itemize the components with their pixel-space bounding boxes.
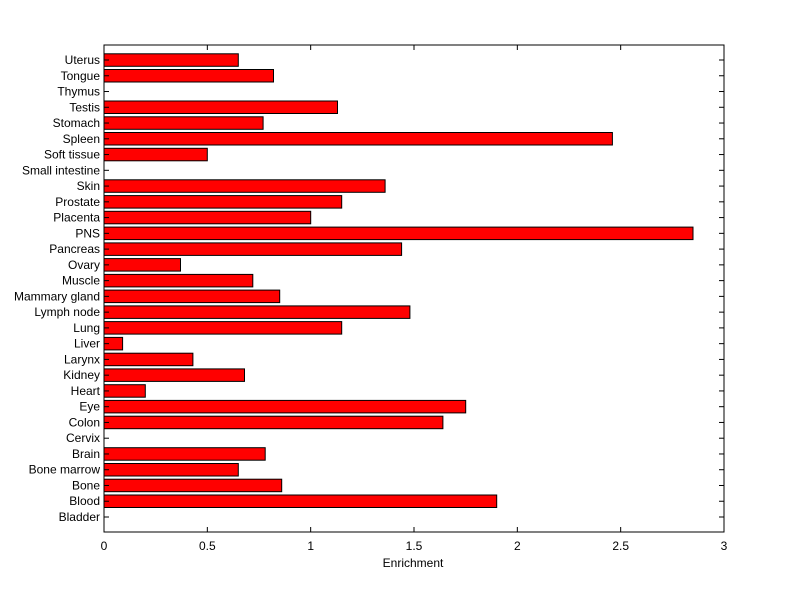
- bar-soft-tissue: [103, 147, 208, 162]
- y-tick-label: Cervix: [66, 431, 100, 445]
- bar-spleen: [103, 132, 613, 146]
- y-tick-label: Heart: [71, 384, 101, 398]
- bar-tongue: [103, 69, 274, 83]
- y-tick-label: Lymph node: [34, 305, 100, 319]
- bar-pns: [103, 226, 694, 241]
- bar-skin: [103, 179, 386, 193]
- y-tick-label: PNS: [75, 226, 100, 240]
- bar-blood: [103, 494, 498, 508]
- y-tick-label: Testis: [69, 100, 100, 114]
- x-axis: 0 0.5 1 1.5 2 2.5 3: [101, 45, 728, 553]
- y-tick-label: Soft tissue: [44, 148, 100, 162]
- bar-muscle: [103, 273, 254, 288]
- y-tick-label: Spleen: [63, 132, 100, 146]
- y-tick-label: Placenta: [53, 211, 100, 225]
- y-tick-label: Bone: [72, 478, 100, 492]
- x-tick-label: 1.5: [406, 539, 423, 553]
- bar-bone: [103, 478, 283, 493]
- y-tick-label: Prostate: [55, 195, 100, 209]
- bars-group: [103, 53, 694, 508]
- y-tick-label: Ovary: [68, 258, 100, 272]
- x-tick-label: 3: [721, 539, 728, 553]
- bar-testis: [103, 100, 338, 114]
- y-tick-label: Larynx: [64, 352, 100, 366]
- y-tick-label: Skin: [77, 179, 100, 193]
- x-tick-label: 0.5: [199, 539, 216, 553]
- x-tick-label: 2.5: [612, 539, 629, 553]
- bar-uterus: [103, 53, 239, 67]
- x-axis-label: Enrichment: [383, 556, 444, 570]
- y-tick-label: Muscle: [62, 274, 100, 288]
- y-tick-label: Eye: [79, 400, 100, 414]
- y-tick-label: Mammary gland: [14, 289, 100, 303]
- y-tick-label: Thymus: [57, 85, 100, 99]
- y-tick-label: Pancreas: [49, 242, 100, 256]
- bar-colon: [103, 415, 444, 430]
- y-tick-label: Stomach: [53, 116, 100, 130]
- x-tick-label: 0: [101, 539, 108, 553]
- x-tick-label: 1: [307, 539, 314, 553]
- y-tick-label: Small intestine: [22, 163, 100, 177]
- bar-mammary-gland: [103, 289, 281, 304]
- bar-prostate: [103, 195, 343, 209]
- bar-placenta: [103, 210, 312, 225]
- bar-bone-marrow: [103, 463, 239, 477]
- bar-lung: [103, 321, 343, 335]
- x-tick-label: 2: [514, 539, 521, 553]
- y-tick-label: Bladder: [59, 510, 100, 524]
- y-tick-label: Lung: [73, 321, 100, 335]
- y-tick-label: Liver: [74, 337, 100, 351]
- y-tick-label: Colon: [69, 415, 100, 429]
- bar-stomach: [103, 116, 264, 130]
- bar-heart: [103, 384, 146, 398]
- bar-eye: [103, 399, 467, 414]
- y-tick-label: Tongue: [61, 69, 101, 83]
- y-tick-label: Blood: [69, 494, 100, 508]
- bar-ovary: [103, 258, 181, 272]
- bar-pancreas: [103, 242, 403, 256]
- y-tick-label: Kidney: [63, 368, 100, 382]
- y-tick-label: Uterus: [65, 53, 100, 67]
- bar-lymph-node: [103, 305, 411, 319]
- y-tick-label: Brain: [72, 447, 100, 461]
- y-tick-label: Bone marrow: [29, 463, 101, 477]
- bar-larynx: [103, 352, 194, 367]
- bar-kidney: [103, 368, 245, 382]
- bar-brain: [103, 447, 266, 461]
